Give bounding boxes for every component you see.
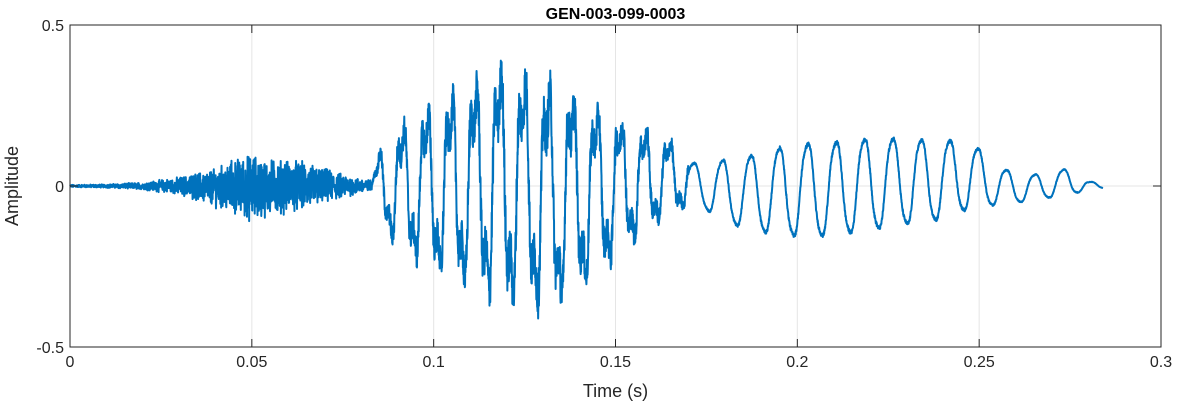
x-tick-label: 0.1: [423, 354, 445, 371]
ticks: 0 0.05 0.1 0.15 0.2 0.25 0.3-0.500.5: [36, 18, 1172, 371]
y-tick-label: -0.5: [36, 340, 64, 357]
x-tick-label: 0.3: [1150, 354, 1172, 371]
x-tick-label: 0.25: [964, 354, 995, 371]
chart-title: GEN-003-099-0003: [546, 6, 686, 23]
x-tick-label: 0.2: [786, 354, 808, 371]
y-axis-label: Amplitude: [2, 146, 22, 226]
signal-line: [69, 59, 1104, 320]
x-axis-label: Time (s): [583, 381, 648, 401]
x-tick-label: 0: [66, 354, 75, 371]
x-tick-label: 0.05: [236, 354, 267, 371]
x-tick-label: 0.15: [600, 354, 631, 371]
y-tick-label: 0: [55, 179, 64, 196]
y-tick-label: 0.5: [42, 18, 64, 35]
